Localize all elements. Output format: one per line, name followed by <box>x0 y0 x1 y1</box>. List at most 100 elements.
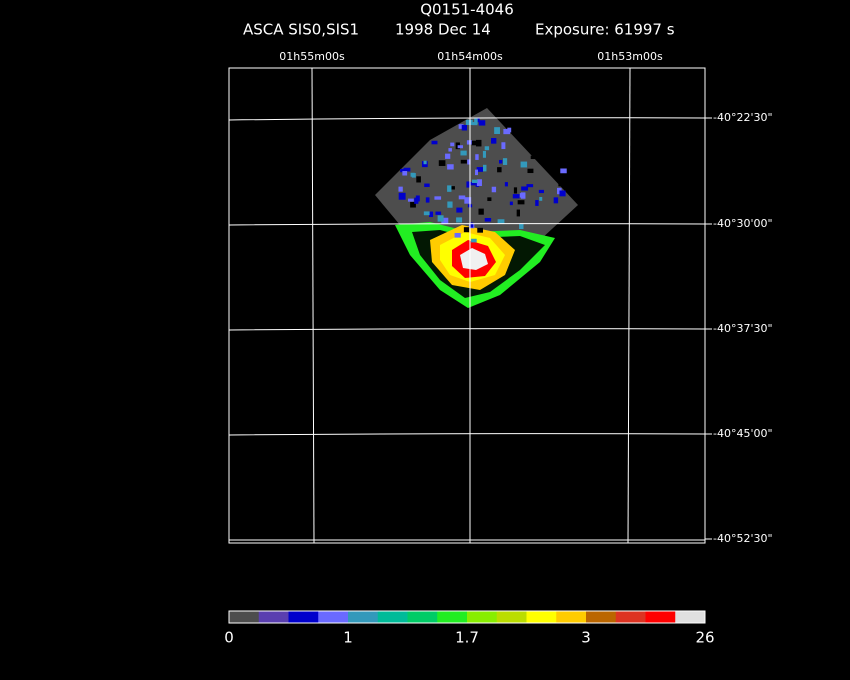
speckle <box>468 181 476 186</box>
speckle <box>441 217 449 224</box>
ra-label: 01h55m00s <box>279 50 345 63</box>
speckle <box>482 164 487 172</box>
grid-line <box>627 67 631 544</box>
speckle <box>520 161 528 168</box>
speckle <box>556 187 562 195</box>
speckle <box>504 182 508 187</box>
grid-line <box>228 223 706 226</box>
speckle <box>437 215 444 222</box>
colorbar-label: 3 <box>581 629 591 647</box>
speckle <box>501 142 506 150</box>
speckle <box>403 167 411 172</box>
colorbar-label: 1.7 <box>455 629 479 647</box>
speckle <box>535 200 539 206</box>
speckle <box>467 159 471 165</box>
date: 1998 Dec 14 <box>395 21 491 39</box>
speckle <box>476 179 482 187</box>
speckle <box>497 219 505 224</box>
speckle <box>423 211 430 216</box>
speckle <box>431 140 438 145</box>
speckle <box>458 124 464 129</box>
speckle <box>398 186 403 192</box>
speckle <box>447 185 452 192</box>
speckle <box>424 183 430 188</box>
dec-label: -40°30'00" <box>713 217 773 230</box>
colorbar-segment <box>348 611 379 623</box>
colorbar-segment <box>437 611 468 623</box>
colorbar-label: 1 <box>343 629 353 647</box>
speckle <box>461 124 468 131</box>
colorbar-segment <box>258 611 289 623</box>
speckle <box>400 168 407 173</box>
speckle <box>502 158 508 165</box>
dec-label: -40°45'00" <box>713 427 773 440</box>
speckle <box>512 194 520 199</box>
speckle <box>398 192 406 200</box>
frame <box>228 67 706 544</box>
speckle <box>466 181 470 188</box>
exposure: Exposure: 61997 s <box>535 21 675 39</box>
speckle <box>423 160 427 165</box>
speckle <box>416 176 421 183</box>
speckle <box>410 201 416 208</box>
speckle <box>471 179 478 184</box>
dec-label: -40°22'30" <box>713 111 773 124</box>
speckle <box>539 196 543 201</box>
speckle <box>456 217 463 223</box>
speckle <box>477 227 483 233</box>
speckle <box>516 209 520 217</box>
speckle <box>476 167 484 172</box>
speckle <box>482 150 486 158</box>
speckle <box>429 211 434 218</box>
ra-label: 01h54m00s <box>437 50 503 63</box>
speckle <box>434 196 442 200</box>
speckle <box>503 129 510 135</box>
speckle <box>527 168 534 174</box>
speckle <box>475 139 482 147</box>
grid-line <box>228 433 706 436</box>
speckle <box>465 119 473 126</box>
speckle <box>520 192 526 199</box>
title: Q0151-4046 <box>420 1 514 19</box>
colorbar-segment <box>675 611 706 623</box>
speckle <box>447 164 454 170</box>
speckle <box>447 201 453 208</box>
speckle <box>464 197 472 204</box>
speckle <box>471 140 478 146</box>
speckle <box>484 146 490 151</box>
speckle <box>517 200 525 205</box>
speckle <box>450 142 455 147</box>
speckle <box>558 180 566 187</box>
colorbar-segment <box>645 611 676 623</box>
speckle <box>521 186 529 191</box>
colorbar-segment <box>407 611 438 623</box>
colorbar-label: 0 <box>224 629 234 647</box>
speckle <box>456 207 463 213</box>
grid-line <box>228 117 706 121</box>
colorbar-segment <box>288 611 319 623</box>
colorbar-segment <box>318 611 349 623</box>
colorbar-label: 26 <box>695 629 714 647</box>
speckle <box>460 150 467 156</box>
xray-image <box>375 108 578 308</box>
speckle <box>458 195 466 200</box>
speckle <box>474 169 479 176</box>
colorbar-segment <box>496 611 527 623</box>
speckle <box>457 145 463 149</box>
dec-label: -40°52'30" <box>713 532 773 545</box>
speckle <box>519 223 524 230</box>
colorbar-segment <box>229 611 260 623</box>
speckle <box>469 222 474 228</box>
colorbar-segment <box>586 611 617 623</box>
colorbar-segment <box>556 611 587 623</box>
colorbar-frame <box>228 610 706 624</box>
speckle <box>463 227 470 233</box>
instrument: ASCA SIS0,SIS1 <box>243 21 359 39</box>
speckle <box>538 189 544 194</box>
speckle <box>402 170 408 176</box>
speckle <box>560 168 567 174</box>
speckle <box>491 138 497 144</box>
speckle <box>438 160 446 166</box>
speckle <box>552 164 558 170</box>
speckle <box>526 184 534 188</box>
